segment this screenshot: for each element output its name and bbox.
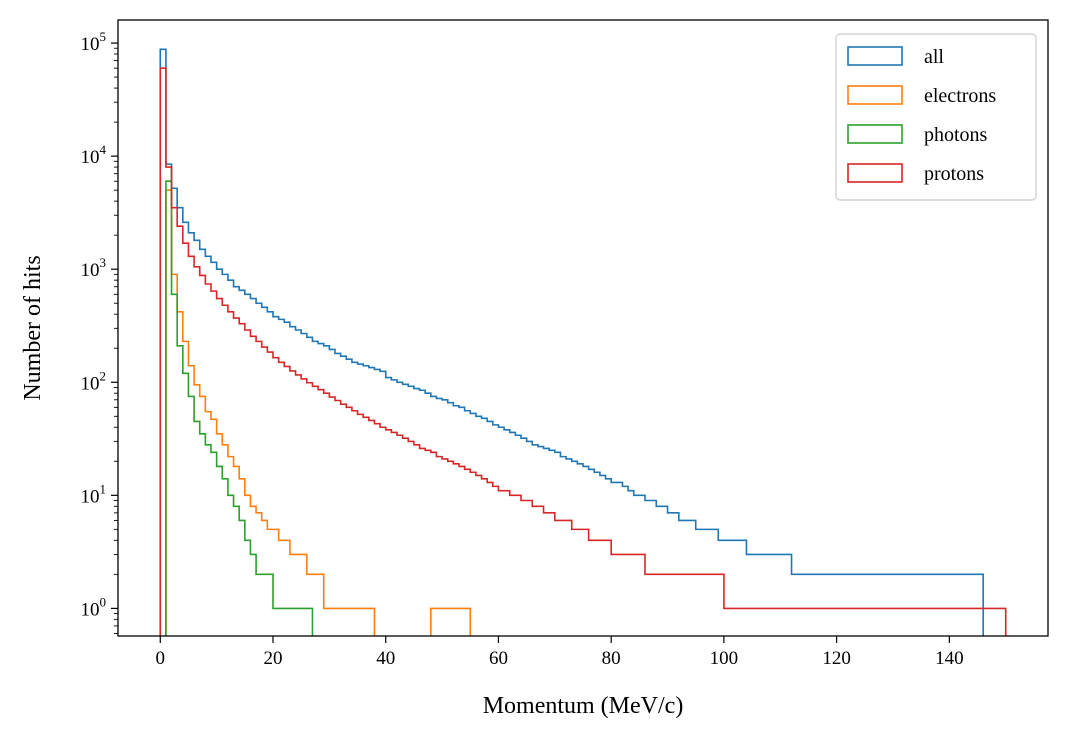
legend: all electrons photons protons — [835, 33, 1037, 201]
legend-swatch-electrons — [847, 85, 903, 105]
x-tick-label: 120 — [822, 648, 851, 669]
legend-label-all: all — [924, 46, 944, 68]
series-line-electrons — [165, 189, 472, 636]
x-axis-label: Momentum (MeV/c) — [483, 693, 684, 719]
x-tick-label: 60 — [489, 648, 508, 669]
x-tick-label: 140 — [935, 648, 964, 669]
legend-swatch-protons — [847, 163, 903, 183]
legend-label-electrons: electrons — [924, 85, 996, 107]
plot-area — [159, 48, 1007, 636]
series-line-all — [159, 48, 984, 636]
x-tick-label: 40 — [376, 648, 395, 669]
y-tick-label: 100 — [81, 594, 107, 620]
x-tick-label: 80 — [602, 648, 621, 669]
legend-swatch-all — [847, 46, 903, 66]
legend-label-protons: protons — [924, 163, 984, 185]
x-tick-label: 0 — [156, 648, 166, 669]
x-tick-label: 100 — [710, 648, 739, 669]
y-tick-label: 104 — [81, 142, 107, 168]
y-axis-label: Number of hits — [20, 255, 46, 400]
y-tick-label: 101 — [81, 481, 107, 507]
legend-label-photons: photons — [924, 124, 988, 146]
y-tick-label: 105 — [81, 29, 107, 55]
legend-swatch-photons — [847, 124, 903, 144]
series-line-protons — [159, 67, 1007, 636]
x-tick-label: 20 — [264, 648, 283, 669]
series-line-photons — [165, 180, 314, 636]
y-tick-label: 102 — [81, 368, 107, 394]
axes: 0 20 40 60 80 100 120 140 100 101 102 103 104 105 — [81, 19, 1049, 669]
y-tick-label: 103 — [81, 255, 107, 281]
legend-box — [835, 33, 1037, 201]
